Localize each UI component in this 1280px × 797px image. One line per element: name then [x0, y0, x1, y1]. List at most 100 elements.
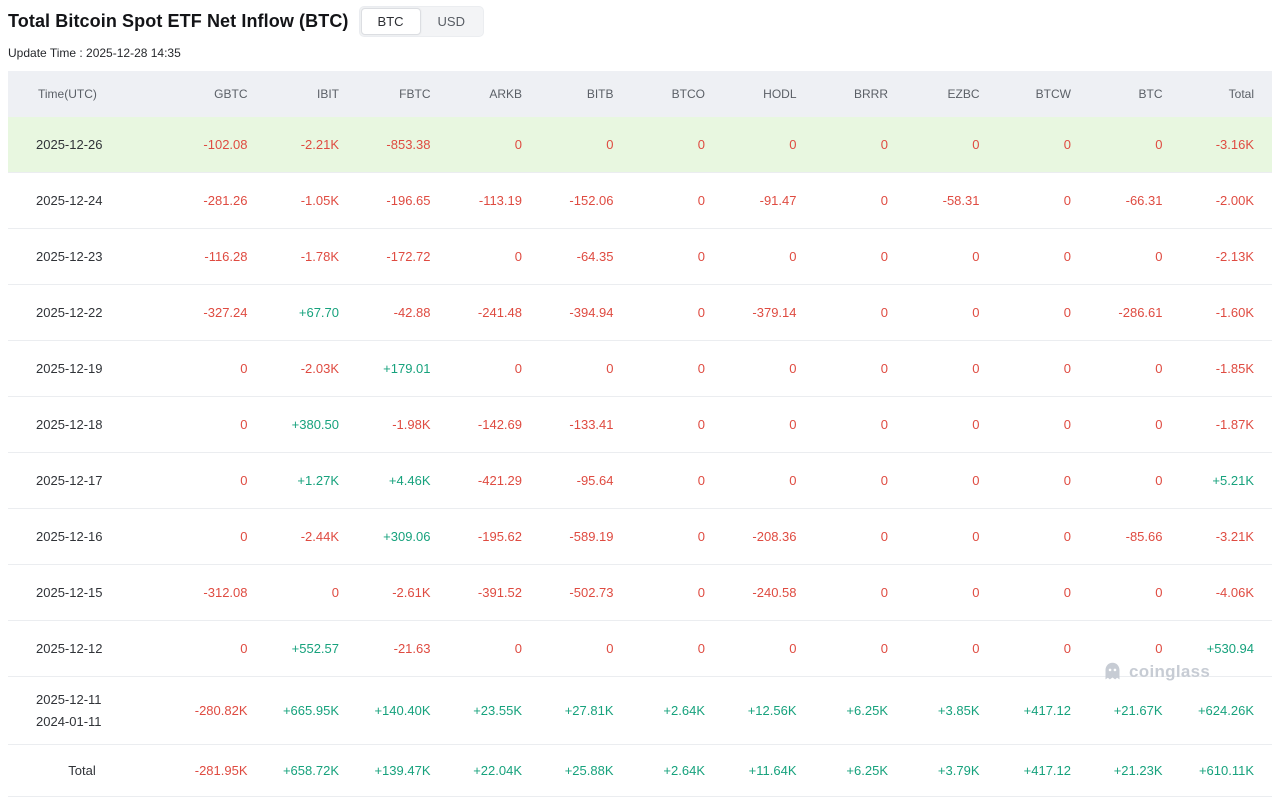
value-cell-arkb: -142.69	[448, 396, 540, 453]
total-row: Total -281.95K +658.72K +139.47K +22.04K +25.…	[8, 744, 1272, 797]
value-cell-ibit: -2.44K	[265, 508, 357, 565]
table-body: 2025-12-26 -102.08 -2.21K -853.38 0 0 0 0 0 0 0 0 -3…	[8, 117, 1272, 797]
value-cell-hodl: 0	[723, 452, 815, 509]
column-header-btcw: BTCW	[997, 71, 1089, 117]
value-cell-btco: 0	[631, 508, 723, 565]
value-cell-btc: +21.23K	[1089, 744, 1181, 797]
table-row: 2025-12-19 0 -2.03K +179.01 0 0 0 0 0 0 0 0 -1.85K	[8, 340, 1272, 397]
value-cell-bitb: +27.81K	[540, 676, 632, 745]
value-cell-btc: 0	[1089, 452, 1181, 509]
value-cell-arkb: +22.04K	[448, 744, 540, 797]
value-cell-btco: 0	[631, 452, 723, 509]
value-cell-fbtc: -21.63	[357, 620, 449, 677]
value-cell-bitb: -152.06	[540, 172, 632, 229]
value-cell-ezbc: 0	[906, 564, 998, 621]
value-cell-fbtc: +4.46K	[357, 452, 449, 509]
value-cell-gbtc: -281.26	[174, 172, 266, 229]
value-cell-brrr: 0	[814, 508, 906, 565]
column-header-bitb: BITB	[540, 71, 632, 117]
value-cell-gbtc: -280.82K	[174, 676, 266, 745]
value-cell-btc: -66.31	[1089, 172, 1181, 229]
value-cell-total: +530.94	[1180, 620, 1272, 677]
value-cell-btcw: 0	[997, 172, 1089, 229]
value-cell-brrr: 0	[814, 452, 906, 509]
value-cell-ibit: +658.72K	[265, 744, 357, 797]
value-cell-btcw: 0	[997, 620, 1089, 677]
value-cell-ezbc: 0	[906, 340, 998, 397]
value-cell-ezbc: 0	[906, 117, 998, 173]
value-cell-gbtc: -102.08	[174, 117, 266, 173]
value-cell-bitb: +25.88K	[540, 744, 632, 797]
value-cell-btcw: 0	[997, 117, 1089, 173]
value-cell-ibit: 0	[265, 564, 357, 621]
value-cell-fbtc: -172.72	[357, 228, 449, 285]
value-cell-bitb: 0	[540, 117, 632, 173]
value-cell-bitb: -133.41	[540, 396, 632, 453]
value-cell-fbtc: +309.06	[357, 508, 449, 565]
value-cell-btc: 0	[1089, 117, 1181, 173]
page-header: Total Bitcoin Spot ETF Net Inflow (BTC) …	[0, 0, 1280, 60]
value-cell-arkb: -391.52	[448, 564, 540, 621]
value-cell-arkb: -421.29	[448, 452, 540, 509]
value-cell-brrr: +6.25K	[814, 744, 906, 797]
value-cell-total: +624.26K	[1180, 676, 1272, 745]
value-cell-brrr: 0	[814, 564, 906, 621]
table-row: 2025-12-16 0 -2.44K +309.06 -195.62 -589.19 0-…	[8, 508, 1272, 565]
value-cell-btco: 0	[631, 117, 723, 173]
value-cell-hodl: +11.64K	[723, 744, 815, 797]
value-cell-gbtc: 0	[174, 452, 266, 509]
column-header-brrr: BRRR	[814, 71, 906, 117]
value-cell-total: -4.06K	[1180, 564, 1272, 621]
value-cell-hodl: -91.47	[723, 172, 815, 229]
value-cell-fbtc: -196.65	[357, 172, 449, 229]
table-row: 2025-12-22 -327.24 +67.70 -42.88 -241.48 -394…	[8, 284, 1272, 341]
table-row: 2025-12-18 0 +380.50 -1.98K -142.69 -133.41 0 0…	[8, 396, 1272, 453]
value-cell-total: -1.60K	[1180, 284, 1272, 341]
value-cell-fbtc: +179.01	[357, 340, 449, 397]
value-cell-btcw: 0	[997, 284, 1089, 341]
value-cell-hodl: 0	[723, 228, 815, 285]
value-cell-arkb: +23.55K	[448, 676, 540, 745]
date-cell: 2025-12-22	[8, 284, 174, 341]
column-header-fbtc: FBTC	[357, 71, 449, 117]
unit-toggle-btc-button[interactable]: BTC	[360, 8, 421, 35]
value-cell-ibit: -2.03K	[265, 340, 357, 397]
date-cell: 2025-12-19	[8, 340, 174, 397]
value-cell-ibit: +67.70	[265, 284, 357, 341]
table-row: 2025-12-11 2024-01-11 -280.82K +665.95K +14…	[8, 676, 1272, 745]
column-header-ezbc: EZBC	[906, 71, 998, 117]
value-cell-brrr: 0	[814, 117, 906, 173]
title-row: Total Bitcoin Spot ETF Net Inflow (BTC) …	[8, 6, 1272, 37]
value-cell-ibit: -1.05K	[265, 172, 357, 229]
value-cell-gbtc: 0	[174, 508, 266, 565]
value-cell-ezbc: 0	[906, 508, 998, 565]
value-cell-bitb: 0	[540, 340, 632, 397]
table-row: 2025-12-24 -281.26 -1.05K -196.65 -113.19 -15…	[8, 172, 1272, 229]
unit-toggle-usd-button[interactable]: USD	[421, 8, 482, 35]
value-cell-fbtc: +139.47K	[357, 744, 449, 797]
value-cell-btcw: +417.12	[997, 744, 1089, 797]
value-cell-btco: +2.64K	[631, 744, 723, 797]
value-cell-gbtc: -312.08	[174, 564, 266, 621]
column-header-btc: BTC	[1089, 71, 1181, 117]
value-cell-btco: 0	[631, 620, 723, 677]
value-cell-fbtc: -853.38	[357, 117, 449, 173]
value-cell-fbtc: -42.88	[357, 284, 449, 341]
value-cell-bitb: -95.64	[540, 452, 632, 509]
table-row: 2025-12-12 0 +552.57 -21.63 0 0 0 0 0 0 0 0 +530.94	[8, 620, 1272, 677]
value-cell-arkb: 0	[448, 340, 540, 397]
value-cell-brrr: +6.25K	[814, 676, 906, 745]
total-label: Total	[8, 744, 174, 797]
value-cell-hodl: -379.14	[723, 284, 815, 341]
value-cell-btco: 0	[631, 172, 723, 229]
value-cell-arkb: 0	[448, 228, 540, 285]
value-cell-btc: 0	[1089, 228, 1181, 285]
value-cell-ezbc: +3.79K	[906, 744, 998, 797]
value-cell-hodl: 0	[723, 117, 815, 173]
value-cell-bitb: -394.94	[540, 284, 632, 341]
column-header-hodl: HODL	[723, 71, 815, 117]
value-cell-brrr: 0	[814, 396, 906, 453]
value-cell-hodl: 0	[723, 340, 815, 397]
date-cell: 2025-12-15	[8, 564, 174, 621]
date-cell: 2025-12-16	[8, 508, 174, 565]
